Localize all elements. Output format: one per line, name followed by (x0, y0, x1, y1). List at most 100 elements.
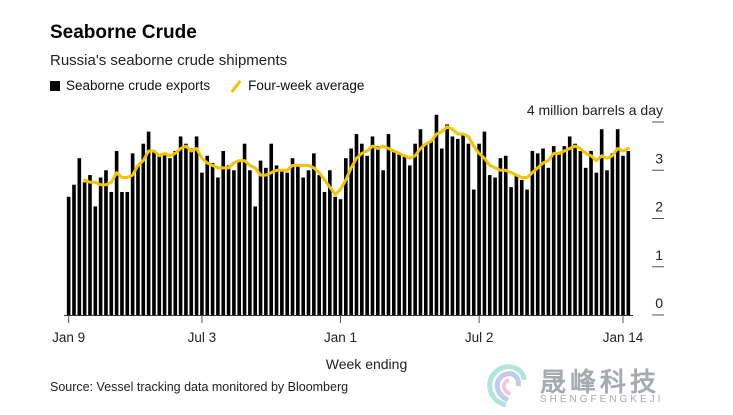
bar (141, 143, 146, 315)
bar (317, 175, 321, 315)
bar (461, 134, 465, 315)
bar (551, 146, 556, 316)
bar (173, 150, 178, 315)
bar (328, 170, 332, 315)
bar (509, 187, 513, 315)
bar (232, 170, 236, 315)
x-tick-label: Jan 14 (603, 330, 644, 345)
bar (360, 143, 364, 315)
bar (168, 158, 172, 315)
bar (450, 136, 455, 315)
bar (88, 175, 92, 315)
bar (157, 155, 162, 315)
bar (258, 160, 263, 315)
bar (365, 155, 369, 315)
bar (599, 129, 604, 315)
y-tick-label: 0 (655, 295, 663, 311)
bar (429, 141, 433, 315)
bar (285, 172, 290, 315)
bar (333, 196, 337, 315)
x-tick-label: Jul 3 (188, 330, 217, 345)
bar (114, 150, 119, 315)
y-tick-label: 3 (655, 150, 663, 166)
bar (567, 136, 572, 315)
watermark-subtext: SHENGFENGKEJI (540, 394, 664, 405)
bar (216, 177, 220, 315)
bar (125, 191, 130, 315)
bar (541, 148, 545, 315)
bar (98, 177, 103, 315)
watermark-swirl-icon (487, 364, 527, 408)
bar (290, 158, 295, 315)
bar (546, 167, 551, 315)
bar (503, 155, 508, 315)
bar (344, 158, 348, 315)
bar (498, 158, 503, 315)
bar (312, 153, 316, 315)
bar (306, 170, 311, 315)
legend: Seaborne crude exports Four-week average (50, 78, 364, 93)
bar (594, 172, 599, 315)
axis-layer: 0 1 2 3 4 million barrels a day Jan 9 Jul 3 Jan… (52, 102, 664, 345)
bar (386, 134, 391, 315)
bar (322, 191, 327, 315)
watermark-text: 晟峰科技 (540, 367, 661, 397)
bar (557, 153, 561, 315)
bar (487, 175, 492, 315)
bar (376, 146, 380, 316)
y-tick-label: 1 (655, 247, 663, 263)
bars-layer (66, 114, 631, 316)
bar (589, 150, 593, 315)
bar (152, 150, 156, 315)
chart-title: Seaborne Crude (50, 22, 197, 43)
bar (610, 153, 615, 315)
bar (477, 143, 481, 315)
bar (162, 153, 167, 315)
bar (264, 167, 268, 315)
bar (184, 143, 188, 315)
bar (370, 136, 375, 315)
bar (471, 189, 476, 315)
chart-subtitle: Russia's seaborne crude shipments (50, 52, 288, 69)
bar (296, 165, 300, 315)
bar (66, 196, 71, 315)
bar (605, 170, 609, 315)
watermark-logo: 晟峰科技 SHENGFENGKEJI (478, 360, 728, 410)
bar (445, 124, 449, 315)
bar (514, 175, 519, 315)
bar (274, 165, 279, 315)
bar (349, 148, 353, 315)
bar (418, 129, 423, 315)
bar (200, 172, 204, 315)
bar (354, 134, 359, 315)
bar (338, 199, 343, 315)
bar (381, 170, 385, 315)
bar (402, 155, 407, 315)
bar (434, 114, 439, 315)
bar (205, 155, 210, 315)
bar (482, 131, 487, 315)
bar (466, 143, 471, 315)
x-tick-label: Jan 1 (324, 330, 357, 345)
bar (578, 150, 583, 315)
bar (189, 148, 194, 315)
bar (104, 170, 108, 315)
bar (210, 163, 215, 315)
source-note: Source: Vessel tracking data monitored b… (50, 380, 349, 394)
bar (493, 177, 497, 315)
bar (146, 131, 151, 315)
bar (253, 206, 258, 315)
x-axis-title: Week ending (325, 356, 408, 372)
bar (136, 165, 140, 315)
legend-line-label: Four-week average (248, 78, 365, 93)
bar (562, 146, 567, 316)
bar (439, 148, 444, 315)
bar (248, 170, 252, 315)
x-tick-label: Jan 9 (52, 330, 85, 345)
bar (621, 155, 625, 315)
four-week-average-line (83, 125, 630, 196)
legend-bars-swatch (50, 80, 60, 91)
bar (530, 150, 535, 315)
bar (397, 153, 401, 315)
